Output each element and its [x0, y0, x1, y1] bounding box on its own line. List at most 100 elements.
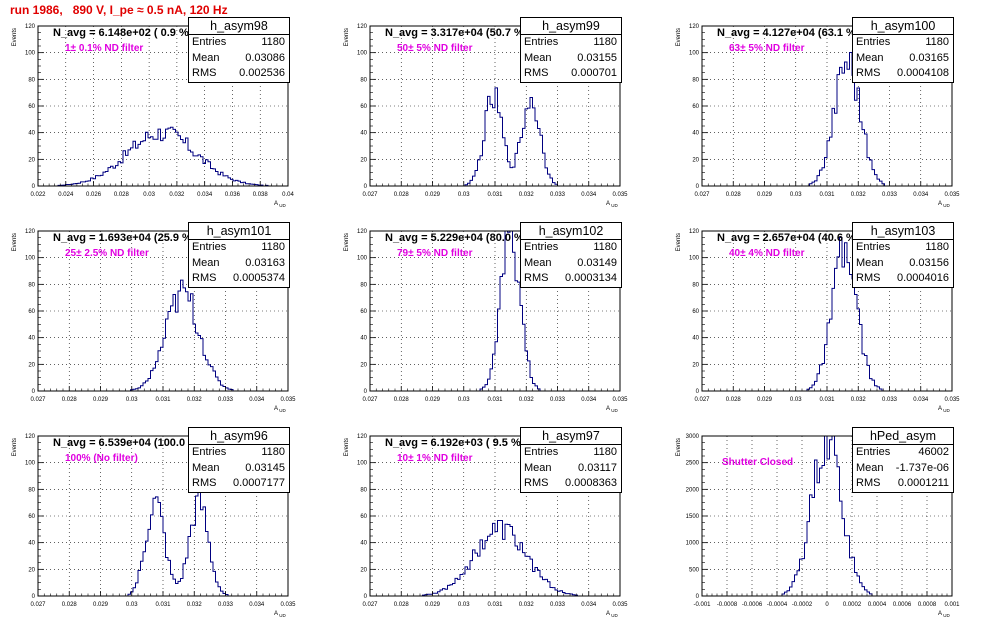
- stat-row-entries: Entries 1180: [521, 240, 621, 256]
- stat-row-entries: Entries 46002: [853, 445, 953, 461]
- filter-annotation: 79± 5% ND filter: [397, 248, 473, 259]
- histogram-svg: 0.027 0.028 0.029 0.03 0.031 0.032 0.033 0.034 0…: [676, 229, 960, 413]
- navg-label: N_avg = 4.127e+04 (63.1 %): [717, 27, 860, 39]
- y-tick-label: 0: [696, 389, 700, 395]
- x-tick-label: 0.027: [694, 192, 710, 198]
- y-tick-label: 40: [692, 336, 699, 342]
- y-tick-label: 80: [28, 77, 35, 83]
- x-axis-label: A UD: [606, 406, 619, 413]
- y-tick-label: 20: [360, 157, 367, 163]
- stat-label: Entries: [192, 36, 227, 48]
- histogram-name: h_asym98: [189, 18, 289, 35]
- stat-row-entries: Entries 1180: [521, 445, 621, 461]
- navg-label: N_avg = 6.539e+04 (100.0 %): [53, 437, 202, 449]
- x-tick-label: 0.0004: [868, 602, 887, 608]
- x-tick-label: 0.027: [362, 397, 378, 403]
- stat-row-entries: Entries 1180: [189, 445, 289, 461]
- y-axis-label: Events: [676, 233, 682, 251]
- stat-value: 0.0001211: [897, 477, 949, 489]
- y-tick-label: 60: [360, 104, 367, 110]
- y-tick-label: 1000: [686, 541, 700, 547]
- x-tick-label: 0.024: [58, 192, 74, 198]
- x-tick-label: 0.031: [155, 397, 171, 403]
- stat-value: 1180: [593, 446, 617, 458]
- stat-value: 0.03155: [577, 51, 617, 64]
- stat-label: Entries: [524, 241, 559, 253]
- x-tick-label: 0.032: [169, 192, 185, 198]
- y-tick-label: 80: [360, 282, 367, 288]
- histogram-svg: 0.027 0.028 0.029 0.03 0.031 0.032 0.033 0.034 0…: [344, 434, 628, 618]
- y-tick-label: 60: [360, 514, 367, 520]
- x-tick-label: 0.031: [155, 602, 171, 608]
- y-tick-label: 120: [357, 24, 368, 30]
- x-tick-label: 0.029: [93, 602, 109, 608]
- histogram-name: h_asym99: [521, 18, 621, 35]
- x-tick-label: 0.031: [487, 397, 503, 403]
- stat-label: RMS: [192, 67, 217, 79]
- y-tick-label: 80: [360, 77, 367, 83]
- stat-row-mean: Mean 0.03145: [189, 461, 289, 477]
- y-tick-label: 100: [689, 256, 700, 262]
- y-tick-label: 20: [692, 362, 699, 368]
- y-tick-label: 80: [28, 487, 35, 493]
- x-tick-label: 0.033: [218, 397, 234, 403]
- x-tick-label: 0.028: [726, 397, 742, 403]
- stat-row-rms: RMS 0.0004016: [853, 271, 953, 287]
- y-tick-label: 80: [360, 487, 367, 493]
- stat-value: 0.03156: [909, 256, 949, 269]
- x-tick-label: 0.033: [882, 192, 898, 198]
- y-tick-label: 3000: [686, 434, 700, 440]
- stat-value: -1.737e-06: [895, 461, 949, 474]
- x-tick-label: 0.034: [249, 397, 265, 403]
- stat-label: RMS: [192, 477, 217, 489]
- x-tick-label: 0.033: [550, 602, 566, 608]
- y-tick-label: 0: [32, 184, 36, 190]
- x-tick-label: -0.0006: [742, 602, 763, 608]
- y-tick-label: 40: [360, 336, 367, 342]
- y-tick-label: 60: [28, 514, 35, 520]
- x-tick-label: 0.03: [126, 602, 138, 608]
- filter-annotation: 100% (No filter): [65, 453, 138, 464]
- y-tick-label: 20: [28, 157, 35, 163]
- stats-box: h_asym98 Entries 1180 Mean 0.03086 RMS 0.00253…: [188, 17, 290, 83]
- x-tick-label: -0.0002: [792, 602, 813, 608]
- stat-value: 1180: [261, 446, 285, 458]
- stat-value: 0.002536: [239, 67, 285, 79]
- stat-value: 0.0007177: [233, 477, 285, 489]
- filter-annotation: 1± 0.1% ND filter: [65, 43, 144, 54]
- stat-label: Entries: [192, 241, 227, 253]
- y-tick-label: 60: [28, 104, 35, 110]
- histogram-pad-h_asym98: 0.022 0.024 0.026 0.028 0.03 0.032 0.034 0.036 0…: [0, 0, 332, 208]
- y-axis-label: Events: [12, 233, 18, 251]
- stat-label: Entries: [856, 36, 891, 48]
- y-tick-label: 120: [25, 229, 36, 235]
- y-tick-label: 100: [25, 461, 36, 467]
- x-axis-label: A UD: [938, 406, 951, 413]
- histogram-line: [370, 520, 620, 597]
- stats-box: h_asym103 Entries 1180 Mean 0.03156 RMS 0.0004…: [852, 222, 954, 288]
- x-tick-label: 0.033: [550, 192, 566, 198]
- y-tick-label: 40: [28, 131, 35, 137]
- stat-value: 0.03163: [245, 256, 285, 269]
- x-tick-label: 0.034: [197, 192, 213, 198]
- y-axis-label: Events: [344, 438, 350, 456]
- histogram-line: [38, 126, 288, 187]
- x-axis-label: A UD: [606, 611, 619, 618]
- x-tick-label: 0.031: [819, 397, 835, 403]
- stats-box: h_asym101 Entries 1180 Mean 0.03163 RMS 0.0005…: [188, 222, 290, 288]
- x-tick-label: 0.028: [62, 602, 78, 608]
- filter-annotation: 63± 5% ND filter: [729, 43, 805, 54]
- x-tick-label: 0.035: [944, 397, 960, 403]
- y-tick-label: 0: [32, 594, 36, 600]
- y-tick-label: 40: [28, 541, 35, 547]
- y-axis-label: Events: [676, 28, 682, 46]
- x-tick-label: 0.031: [487, 192, 503, 198]
- y-tick-label: 20: [360, 567, 367, 573]
- navg-label: N_avg = 2.657e+04 (40.6 %): [717, 232, 860, 244]
- stat-value: 0.0003134: [565, 272, 617, 284]
- y-tick-label: 0: [364, 184, 368, 190]
- x-tick-label: 0.027: [694, 397, 710, 403]
- x-tick-label: 0.033: [550, 397, 566, 403]
- x-tick-label: 0.028: [114, 192, 130, 198]
- x-tick-label: 0.035: [280, 397, 296, 403]
